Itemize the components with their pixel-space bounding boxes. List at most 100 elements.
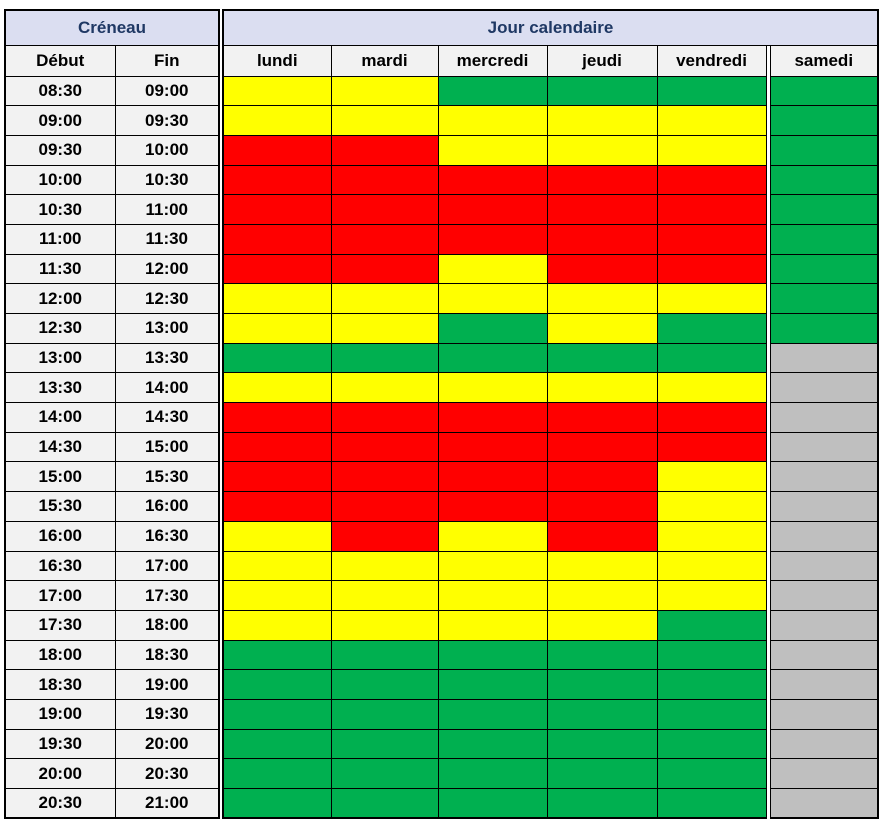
slot-cell-vendredi-10:30[interactable] [656,194,767,225]
slot-cell-mardi-16:00[interactable] [330,520,439,552]
slot-cell-mardi-20:30[interactable] [330,788,439,820]
slot-cell-vendredi-11:00[interactable] [656,223,767,255]
slot-cell-lundi-08:30[interactable] [222,75,332,107]
slot-cell-vendredi-13:00[interactable] [656,342,767,374]
slot-cell-jeudi-17:30[interactable] [546,609,658,641]
slot-cell-mercredi-12:00[interactable] [437,283,548,314]
slot-cell-mercredi-16:00[interactable] [437,520,548,552]
slot-cell-vendredi-13:30[interactable] [656,372,767,404]
slot-cell-vendredi-11:30[interactable] [656,253,767,285]
slot-cell-jeudi-16:30[interactable] [546,550,658,582]
slot-cell-mardi-16:30[interactable] [330,550,439,582]
slot-cell-mardi-11:00[interactable] [330,223,439,255]
slot-cell-vendredi-15:30[interactable] [656,491,767,522]
slot-cell-vendredi-12:00[interactable] [656,283,767,314]
slot-cell-samedi-12:00[interactable] [769,283,879,314]
slot-cell-mardi-15:00[interactable] [330,461,439,493]
slot-cell-vendredi-09:30[interactable] [656,134,767,166]
slot-cell-mercredi-20:00[interactable] [437,758,548,789]
slot-cell-samedi-20:30[interactable] [769,788,879,820]
slot-cell-vendredi-15:00[interactable] [656,461,767,493]
slot-cell-mercredi-10:30[interactable] [437,194,548,225]
slot-cell-mercredi-13:00[interactable] [437,342,548,374]
slot-cell-mercredi-15:00[interactable] [437,461,548,493]
slot-cell-lundi-09:00[interactable] [222,105,332,136]
slot-cell-jeudi-19:00[interactable] [546,698,658,730]
slot-cell-jeudi-15:30[interactable] [546,491,658,522]
slot-cell-mardi-19:00[interactable] [330,698,439,730]
slot-cell-mardi-13:30[interactable] [330,372,439,404]
slot-cell-samedi-16:30[interactable] [769,550,879,582]
slot-cell-mercredi-17:00[interactable] [437,580,548,611]
slot-cell-mercredi-08:30[interactable] [437,75,548,107]
slot-cell-lundi-16:00[interactable] [222,520,332,552]
slot-cell-samedi-14:00[interactable] [769,402,879,433]
slot-cell-lundi-15:30[interactable] [222,491,332,522]
slot-cell-mercredi-18:00[interactable] [437,639,548,671]
slot-cell-samedi-14:30[interactable] [769,431,879,463]
slot-cell-mercredi-12:30[interactable] [437,313,548,344]
slot-cell-samedi-09:30[interactable] [769,134,879,166]
slot-cell-lundi-13:30[interactable] [222,372,332,404]
slot-cell-mardi-17:00[interactable] [330,580,439,611]
slot-cell-vendredi-12:30[interactable] [656,313,767,344]
slot-cell-mardi-15:30[interactable] [330,491,439,522]
slot-cell-lundi-12:30[interactable] [222,313,332,344]
slot-cell-vendredi-17:30[interactable] [656,609,767,641]
slot-cell-jeudi-20:00[interactable] [546,758,658,789]
slot-cell-vendredi-18:00[interactable] [656,639,767,671]
slot-cell-mercredi-10:00[interactable] [437,164,548,196]
slot-cell-lundi-11:00[interactable] [222,223,332,255]
slot-cell-mardi-12:30[interactable] [330,313,439,344]
slot-cell-mercredi-19:30[interactable] [437,728,548,760]
slot-cell-jeudi-14:30[interactable] [546,431,658,463]
slot-cell-jeudi-09:30[interactable] [546,134,658,166]
slot-cell-mercredi-20:30[interactable] [437,788,548,820]
slot-cell-jeudi-12:30[interactable] [546,313,658,344]
slot-cell-jeudi-11:00[interactable] [546,223,658,255]
slot-cell-mardi-19:30[interactable] [330,728,439,760]
slot-cell-samedi-11:00[interactable] [769,223,879,255]
slot-cell-mercredi-18:30[interactable] [437,669,548,700]
slot-cell-mardi-09:30[interactable] [330,134,439,166]
slot-cell-samedi-19:00[interactable] [769,698,879,730]
slot-cell-mercredi-11:00[interactable] [437,223,548,255]
slot-cell-vendredi-20:00[interactable] [656,758,767,789]
slot-cell-lundi-18:00[interactable] [222,639,332,671]
slot-cell-vendredi-17:00[interactable] [656,580,767,611]
slot-cell-samedi-17:00[interactable] [769,580,879,611]
slot-cell-jeudi-17:00[interactable] [546,580,658,611]
slot-cell-jeudi-10:30[interactable] [546,194,658,225]
slot-cell-samedi-17:30[interactable] [769,609,879,641]
slot-cell-mercredi-17:30[interactable] [437,609,548,641]
slot-cell-jeudi-19:30[interactable] [546,728,658,760]
slot-cell-vendredi-19:00[interactable] [656,698,767,730]
slot-cell-lundi-10:30[interactable] [222,194,332,225]
slot-cell-jeudi-18:30[interactable] [546,669,658,700]
slot-cell-lundi-16:30[interactable] [222,550,332,582]
slot-cell-jeudi-16:00[interactable] [546,520,658,552]
slot-cell-samedi-10:00[interactable] [769,164,879,196]
slot-cell-mardi-08:30[interactable] [330,75,439,107]
slot-cell-lundi-12:00[interactable] [222,283,332,314]
slot-cell-mardi-18:30[interactable] [330,669,439,700]
slot-cell-vendredi-09:00[interactable] [656,105,767,136]
slot-cell-jeudi-11:30[interactable] [546,253,658,285]
slot-cell-mardi-11:30[interactable] [330,253,439,285]
slot-cell-jeudi-15:00[interactable] [546,461,658,493]
slot-cell-lundi-11:30[interactable] [222,253,332,285]
slot-cell-jeudi-18:00[interactable] [546,639,658,671]
slot-cell-mercredi-09:00[interactable] [437,105,548,136]
slot-cell-mardi-13:00[interactable] [330,342,439,374]
slot-cell-mercredi-16:30[interactable] [437,550,548,582]
slot-cell-mercredi-11:30[interactable] [437,253,548,285]
slot-cell-lundi-18:30[interactable] [222,669,332,700]
slot-cell-mercredi-19:00[interactable] [437,698,548,730]
slot-cell-lundi-10:00[interactable] [222,164,332,196]
slot-cell-samedi-09:00[interactable] [769,105,879,136]
slot-cell-vendredi-08:30[interactable] [656,75,767,107]
slot-cell-samedi-15:00[interactable] [769,461,879,493]
slot-cell-lundi-20:00[interactable] [222,758,332,789]
slot-cell-samedi-08:30[interactable] [769,75,879,107]
slot-cell-vendredi-18:30[interactable] [656,669,767,700]
